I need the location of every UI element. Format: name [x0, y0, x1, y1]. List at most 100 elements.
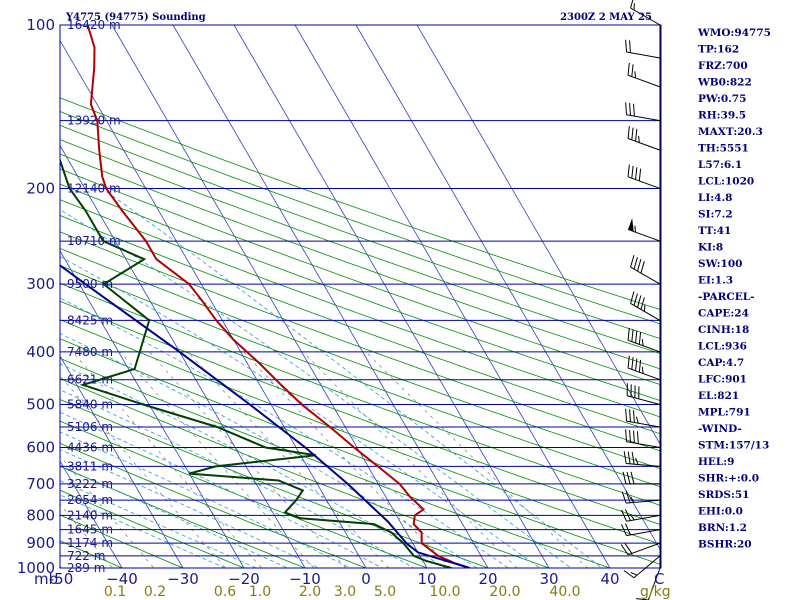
index-line: MAXT:20.3 [698, 126, 763, 138]
wind-barb-full [625, 490, 631, 503]
wind-barb-full [633, 430, 635, 444]
wind-barb-full [635, 167, 638, 180]
moist-adiabat-line [60, 494, 226, 568]
wind-barb-half [634, 225, 637, 233]
wind-barb-staff [627, 395, 661, 406]
temperature-tick-label: −10 [289, 570, 321, 588]
wind-barb [625, 408, 661, 428]
wind-barb-full [620, 544, 629, 556]
pressure-tick-label: 700 [26, 475, 55, 493]
temperature-tick-label: −20 [228, 570, 260, 588]
wind-barb-staff [647, 567, 661, 600]
index-line: CAP:4.7 [698, 357, 744, 369]
index-line: MPL:791 [698, 407, 751, 419]
wind-barb-full [621, 509, 627, 522]
pressure-tick-label: 800 [26, 506, 55, 524]
temperature-tick-label: 30 [539, 570, 558, 588]
wind-barb [623, 555, 661, 579]
wind-barb-full [627, 355, 630, 369]
index-line: STM:157/13 [698, 440, 769, 452]
dry-adiabat-line [60, 300, 661, 526]
pressure-tick-label: 900 [26, 534, 55, 552]
wind-barb-full [624, 542, 633, 554]
index-line: LFC:901 [698, 374, 747, 386]
index-line: BSHR:20 [698, 539, 752, 551]
wind-barb [627, 218, 661, 242]
wind-barb-full [633, 293, 638, 306]
mixing-ratio-line [149, 351, 347, 568]
mixing-ratio-label: 3.0 [334, 584, 356, 600]
index-line: EHI:0.0 [698, 506, 743, 518]
moist-adiabat-line [60, 256, 541, 568]
dry-adiabat-line [60, 183, 661, 402]
wind-barb-full [626, 471, 631, 485]
wind-barb [627, 126, 661, 151]
wind-barb-full [630, 255, 635, 268]
wind-barb [625, 429, 661, 449]
wind-barb-full [631, 165, 634, 179]
wind-barb-staff [627, 74, 661, 88]
temperature-tick-label: 0 [361, 570, 371, 588]
mixing-ratio-line [187, 351, 390, 568]
wind-barb-full [627, 327, 630, 341]
index-line: SI:7.2 [698, 209, 733, 221]
temperature-tick-label: 40 [600, 570, 619, 588]
wind-barb-full [629, 103, 631, 116]
wind-barb-full [637, 259, 642, 272]
wind-barb-staff [630, 266, 661, 285]
height-label: 6621 m [67, 373, 113, 387]
index-line: EI:1.3 [698, 275, 733, 287]
index-line: SW:100 [698, 258, 742, 270]
height-label: 3222 m [67, 477, 113, 491]
index-line: BRN:1.2 [698, 522, 747, 534]
wind-barb-full [631, 357, 634, 370]
temperature-tick-label: −40 [106, 570, 138, 588]
dry-adiabat-line [60, 338, 661, 566]
wind-barb-full [635, 358, 638, 371]
index-line: LCL:936 [698, 341, 747, 353]
temperature-tick-label: −30 [167, 570, 199, 588]
dry-adiabat-line [60, 231, 661, 452]
dry-adiabat-line [60, 168, 661, 386]
wind-barb [630, 291, 661, 321]
wind-barb-half [635, 458, 639, 465]
wind-barb-full [637, 295, 642, 308]
wind-barb-full [635, 128, 638, 142]
wind-barb-staff [626, 51, 661, 59]
pressure-tick-label: 400 [26, 343, 55, 361]
wind-barb-full [638, 168, 642, 181]
height-label: 13920 m [67, 114, 121, 128]
wind-barb [627, 355, 661, 381]
dry-adiabat-line [60, 357, 612, 568]
wind-barb-full [631, 127, 634, 140]
wind-barb-half [634, 71, 637, 79]
height-label: 5840 m [67, 398, 113, 412]
temperature-tick-label: 10 [417, 570, 436, 588]
index-line: -WIND- [698, 423, 742, 435]
height-label: 722 m [67, 549, 105, 563]
wind-barb-full [627, 164, 630, 177]
isotherm-line [60, 250, 245, 568]
wind-barbs [620, 0, 661, 600]
wind-barb [621, 523, 661, 537]
pressure-tick-label: 100 [26, 16, 55, 34]
height-label: 1174 m [67, 536, 113, 550]
wind-barb-full [622, 471, 627, 485]
isotherm-line [60, 460, 123, 568]
dry-adiabat-line [60, 420, 429, 568]
index-line: WMO:94775 [697, 27, 771, 39]
height-label: 2654 m [67, 493, 113, 507]
height-label: 4436 m [67, 441, 113, 455]
dry-adiabat-line [60, 215, 661, 435]
dry-adiabat-line [60, 282, 661, 507]
height-label: 8425 m [67, 313, 113, 327]
index-line: SHR:+:0.0 [698, 473, 759, 485]
isotherm-line [172, 25, 489, 568]
mixing-ratio-label: 1.0 [249, 584, 271, 600]
index-line: HEL:9 [698, 456, 735, 468]
mixing-ratio-line [119, 351, 315, 568]
mixing-ratio-line [60, 503, 113, 568]
index-line: L57:6.1 [698, 159, 742, 171]
dry-adiabat-line [60, 514, 185, 568]
